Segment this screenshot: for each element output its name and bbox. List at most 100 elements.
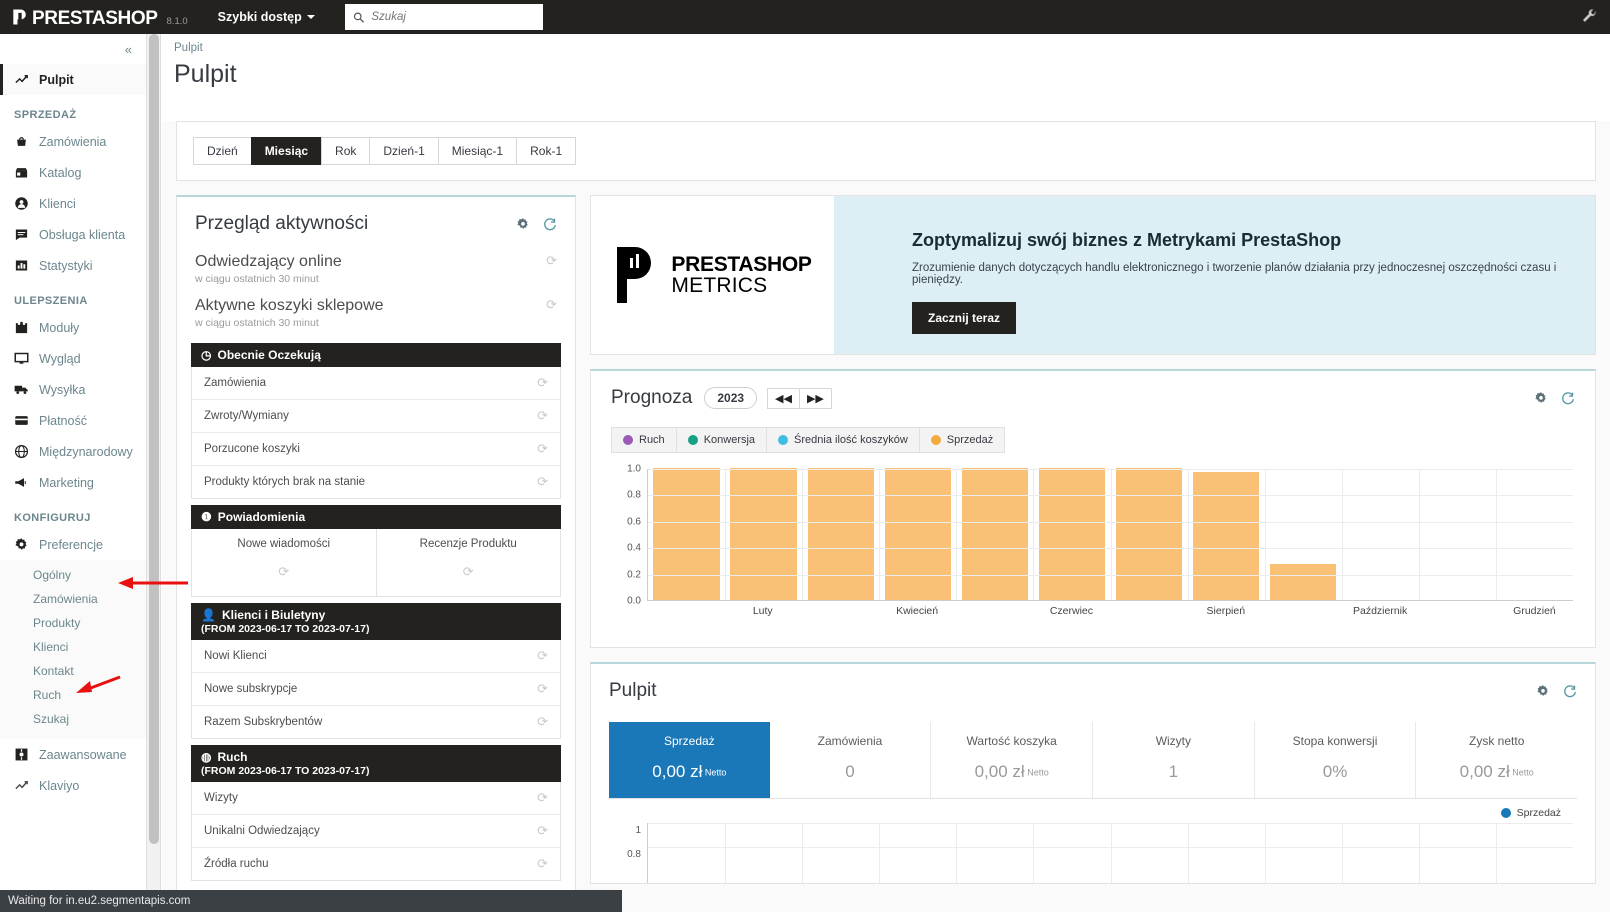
- sidebar-item-design[interactable]: Wygląd: [0, 343, 146, 374]
- subnav-item-customers[interactable]: Klienci: [33, 640, 69, 654]
- sidebar-item-klaviyo[interactable]: Klaviyo: [0, 770, 146, 801]
- chart-bar[interactable]: [807, 468, 874, 600]
- sidebar-item-preferences[interactable]: Preferencje: [0, 529, 146, 560]
- sidebar-collapse-button[interactable]: «: [0, 34, 146, 64]
- legend-item-sales[interactable]: Sprzedaż: [918, 427, 1006, 453]
- subnav-item-search[interactable]: Szukaj: [33, 712, 70, 726]
- refresh-icon[interactable]: [542, 217, 557, 232]
- wrench-icon[interactable]: [1581, 8, 1598, 25]
- list-item[interactable]: Zamówienia ⟳: [192, 367, 560, 400]
- sidebar-item-orders[interactable]: Zamówienia: [0, 126, 146, 157]
- list-item[interactable]: Unikalni Odwiedzający ⟳: [192, 815, 560, 848]
- refresh-icon[interactable]: ⟳: [537, 441, 548, 456]
- refresh-icon[interactable]: ⟳: [537, 856, 548, 871]
- sidebar-item-advanced[interactable]: Zaawansowane: [0, 739, 146, 770]
- kpi-cell[interactable]: Zamówienia 0: [770, 722, 932, 798]
- prestashop-logo[interactable]: PRESTASHOP 8.1.0: [0, 4, 188, 30]
- date-btn-year-1[interactable]: Rok-1: [516, 137, 577, 165]
- gear-icon[interactable]: [1534, 391, 1548, 405]
- list-item[interactable]: Razem Subskrybentów ⟳: [192, 706, 560, 738]
- y-tick-label: 0.2: [627, 569, 641, 581]
- legend-item-avg-cart[interactable]: Średnia ilość koszyków: [766, 427, 919, 453]
- list-item[interactable]: Wizyty ⟳: [192, 782, 560, 815]
- refresh-icon[interactable]: ⟳: [546, 297, 557, 312]
- list-item[interactable]: Zwroty/Wymiany ⟳: [192, 400, 560, 433]
- refresh-icon[interactable]: [1562, 684, 1577, 699]
- sidebar-item-customer-service[interactable]: Obsługa klienta: [0, 219, 146, 250]
- sidebar-item-international[interactable]: Międzynarodowy: [0, 436, 146, 467]
- chart-bar[interactable]: [884, 468, 951, 600]
- gear-icon[interactable]: [1536, 684, 1550, 698]
- list-item[interactable]: Produkty których brak na stanie ⟳: [192, 466, 560, 498]
- prev-year-button[interactable]: ◀◀: [767, 387, 799, 409]
- customers-list: Nowi Klienci ⟳ Nowe subskrypcje ⟳ Razem …: [191, 640, 561, 739]
- refresh-icon[interactable]: ⟳: [537, 408, 548, 423]
- kpi-cell[interactable]: Sprzedaż 0,00 zł Netto: [609, 722, 770, 798]
- subnav-item-orders[interactable]: Zamówienia: [33, 592, 98, 606]
- sidebar-item-stats[interactable]: Statystyki: [0, 250, 146, 281]
- sidebar-scrollbar[interactable]: [147, 34, 161, 912]
- chart-bar[interactable]: [1115, 468, 1183, 600]
- chart-bar[interactable]: [1270, 564, 1337, 600]
- refresh-icon[interactable]: ⟳: [537, 823, 548, 838]
- refresh-icon[interactable]: [1560, 391, 1575, 406]
- sidebar-item-catalog[interactable]: Katalog: [0, 157, 146, 188]
- date-btn-month[interactable]: Miesiąc: [250, 137, 322, 165]
- legend-item-traffic[interactable]: Ruch: [611, 427, 676, 453]
- sidebar-item-dashboard[interactable]: Pulpit: [0, 64, 146, 95]
- chart-bar-slot: [1265, 469, 1342, 600]
- legend-item-conversion[interactable]: Konwersja: [675, 427, 767, 453]
- next-year-button[interactable]: ▶▶: [798, 387, 832, 409]
- forecast-year-badge[interactable]: 2023: [704, 387, 758, 409]
- globe-icon: [14, 444, 29, 459]
- kpi-cell[interactable]: Stopa konwersji 0%: [1255, 722, 1417, 798]
- refresh-icon[interactable]: ⟳: [546, 253, 557, 268]
- date-btn-month-1[interactable]: Miesiąc-1: [437, 137, 517, 165]
- sidebar-item-payment[interactable]: Płatność: [0, 405, 146, 436]
- refresh-icon[interactable]: ⟳: [462, 564, 474, 579]
- quick-access-menu[interactable]: Szybki dostęp: [218, 10, 315, 24]
- refresh-icon[interactable]: ⟳: [537, 375, 548, 390]
- refresh-icon[interactable]: ⟳: [537, 648, 548, 663]
- date-btn-day[interactable]: Dzień: [193, 137, 251, 165]
- sidebar-item-marketing[interactable]: Marketing: [0, 467, 146, 498]
- chart-bar[interactable]: [1192, 471, 1260, 600]
- gridline: [648, 847, 1573, 848]
- list-item[interactable]: Źródła ruchu ⟳: [192, 848, 560, 880]
- gear-icon[interactable]: [516, 217, 530, 231]
- sidebar-item-customers[interactable]: Klienci: [0, 188, 146, 219]
- refresh-icon[interactable]: ⟳: [537, 474, 548, 489]
- refresh-icon[interactable]: ⟳: [537, 714, 548, 729]
- kpi-cell[interactable]: Wartość koszyka 0,00 zł Netto: [931, 722, 1094, 798]
- chart-bar[interactable]: [653, 468, 720, 600]
- date-btn-day-1[interactable]: Dzień-1: [369, 137, 438, 165]
- subnav-item-traffic[interactable]: Ruch: [33, 688, 62, 702]
- refresh-icon[interactable]: ⟳: [278, 564, 290, 579]
- notif-cell-reviews[interactable]: Recenzje Produktu ⟳: [375, 529, 561, 596]
- refresh-icon[interactable]: ⟳: [537, 790, 548, 805]
- list-item[interactable]: Nowi Klienci ⟳: [192, 640, 560, 673]
- chart-bar[interactable]: [961, 468, 1028, 600]
- sidebar-item-shipping[interactable]: Wysyłka: [0, 374, 146, 405]
- chart-bar[interactable]: [730, 468, 797, 600]
- list-item[interactable]: Porzucone koszyki ⟳: [192, 433, 560, 466]
- refresh-icon[interactable]: ⟳: [537, 681, 548, 696]
- start-now-button[interactable]: Zacznij teraz: [912, 302, 1017, 334]
- pending-list: Zamówienia ⟳ Zwroty/Wymiany ⟳ Porzucone …: [191, 367, 561, 499]
- kpi-cell[interactable]: Zysk netto 0,00 zł Netto: [1416, 722, 1577, 798]
- sidebar-item-label: Klienci: [39, 196, 76, 211]
- sidebar-item-modules[interactable]: Moduły: [0, 312, 146, 343]
- date-btn-year[interactable]: Rok: [321, 137, 370, 165]
- subnav-item-products[interactable]: Produkty: [33, 616, 81, 630]
- search-input[interactable]: [371, 11, 535, 23]
- traffic-list: Wizyty ⟳ Unikalni Odwiedzający ⟳ Źródła …: [191, 782, 561, 881]
- notif-cell-messages[interactable]: Nowe wiadomości ⟳: [192, 529, 376, 596]
- chart-bar[interactable]: [1038, 468, 1106, 600]
- scrollbar-thumb[interactable]: [149, 34, 159, 844]
- subnav-item-contact[interactable]: Kontakt: [33, 664, 74, 678]
- search-box[interactable]: [344, 4, 543, 30]
- kpi-cell[interactable]: Wizyty 1: [1093, 722, 1255, 798]
- puzzle-icon: [15, 321, 28, 334]
- subnav-item-general[interactable]: Ogólny: [33, 568, 72, 582]
- list-item[interactable]: Nowe subskrypcje ⟳: [192, 673, 560, 706]
